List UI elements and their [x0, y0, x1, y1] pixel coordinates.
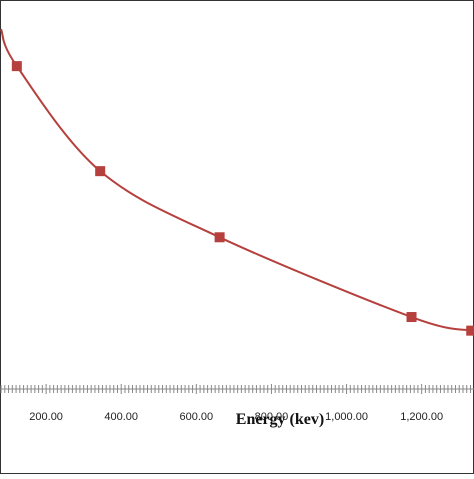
x-tick-label: 600.00 [180, 411, 214, 423]
x-tick-label: 1,000.00 [325, 411, 368, 423]
data-point [406, 312, 417, 323]
x-axis: 200.00 400.00 600.00 800.00 1,000.00 1,200.00 [0, 384, 474, 423]
x-tick-label: 200.00 [29, 411, 63, 423]
data-point [214, 232, 225, 243]
data-point [11, 61, 22, 72]
x-axis-title: Energy (kev) [236, 411, 324, 428]
x-tick-label: 1,200.00 [400, 411, 443, 423]
data-point [95, 166, 106, 177]
series-group [0, 28, 474, 336]
data-point [466, 325, 474, 336]
x-tick-label: 800.00 [255, 411, 289, 423]
x-tick-label: 400.00 [104, 411, 138, 423]
